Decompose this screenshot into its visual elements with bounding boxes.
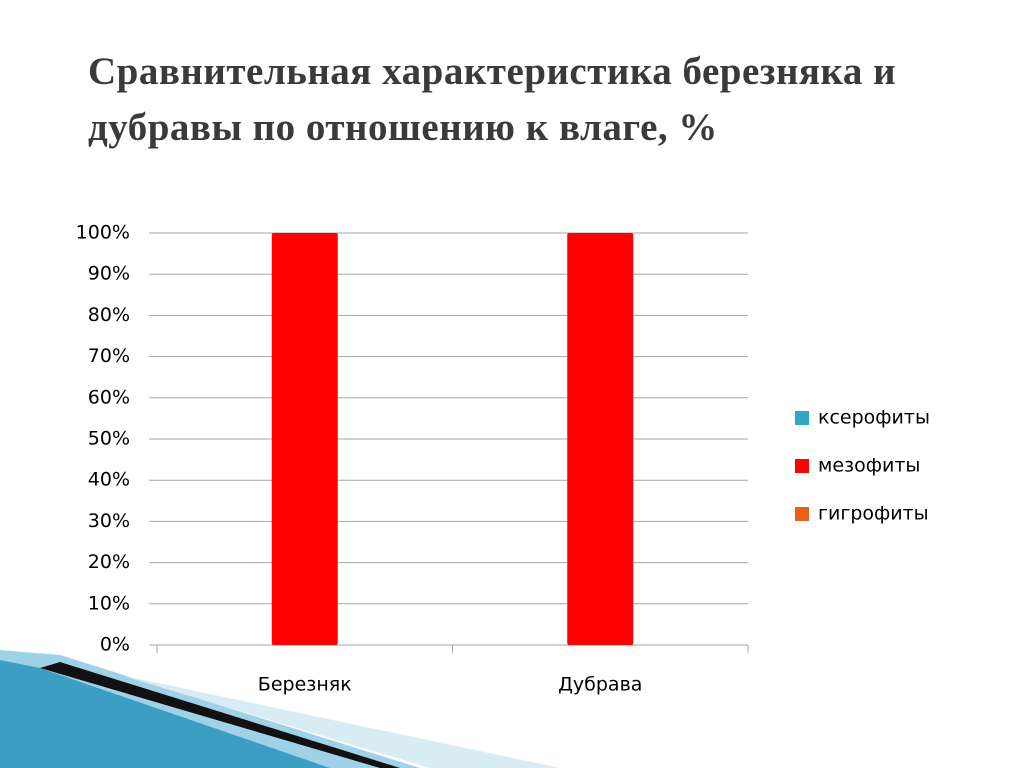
- y-tick-label: 40%: [88, 469, 130, 491]
- decoration: [0, 660, 330, 768]
- legend-label: гигрофиты: [818, 503, 929, 525]
- legend-swatch: [795, 411, 809, 425]
- y-tick-label: 70%: [88, 345, 130, 367]
- y-tick-label: 90%: [88, 263, 130, 285]
- y-tick-label: 50%: [88, 428, 130, 450]
- bar-segment: [567, 233, 634, 645]
- legend-label: мезофиты: [818, 455, 920, 477]
- x-tick-label: Березняк: [258, 674, 352, 696]
- y-tick-label: 100%: [76, 222, 130, 244]
- x-tick-label: Дубрава: [558, 674, 642, 696]
- legend-label: ксерофиты: [818, 407, 930, 429]
- decoration: [120, 675, 560, 768]
- chart-title: Сравнительная характеристика березняка и…: [88, 50, 897, 149]
- decoration: [40, 662, 400, 768]
- y-tick-label: 20%: [88, 551, 130, 573]
- y-tick-label: 0%: [100, 634, 130, 656]
- y-tick-label: 60%: [88, 386, 130, 408]
- legend-swatch: [795, 507, 809, 521]
- y-tick-label: 10%: [88, 592, 130, 614]
- bar-segment: [271, 233, 338, 645]
- legend-swatch: [795, 459, 809, 473]
- y-tick-label: 80%: [88, 304, 130, 326]
- y-tick-label: 30%: [88, 510, 130, 532]
